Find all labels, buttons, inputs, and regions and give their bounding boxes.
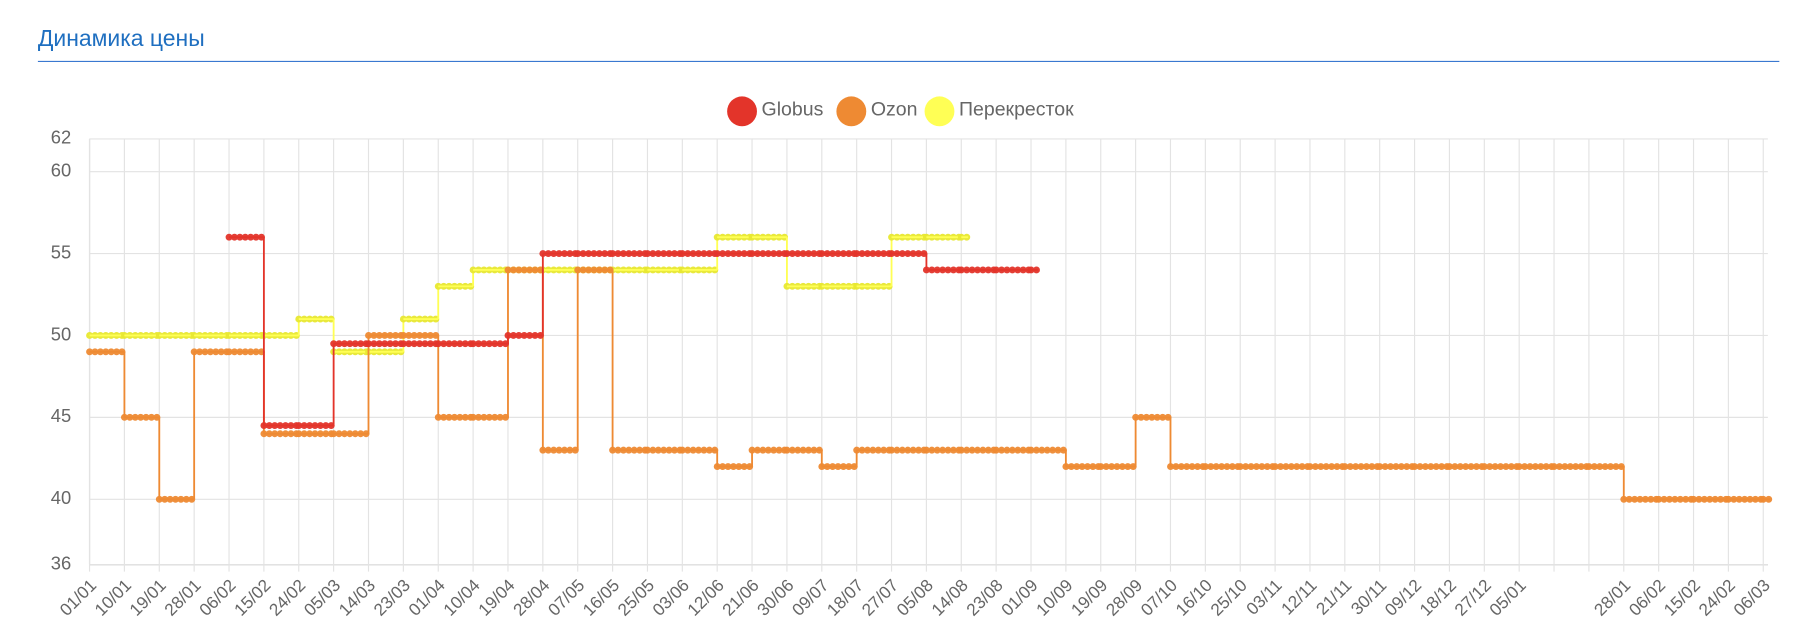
series <box>225 233 1042 430</box>
series <box>86 266 1774 503</box>
x-tick-label: 19/04 <box>474 575 519 620</box>
x-tick-label: 23/03 <box>369 575 414 620</box>
x-tick-label: 24/02 <box>265 575 310 620</box>
x-tick-label: 15/02 <box>1660 575 1705 620</box>
y-tick-label: 36 <box>51 553 71 574</box>
x-tick-label: 05/08 <box>892 575 937 620</box>
x-tick-label: 03/06 <box>648 575 693 620</box>
x-tick-label: 10/04 <box>439 575 484 620</box>
x-tick-label: 14/03 <box>335 575 380 620</box>
x-tick-label: 15/02 <box>230 575 275 620</box>
series <box>86 233 972 356</box>
x-tick-label: 30/11 <box>1347 575 1391 619</box>
x-tick-label: 05/03 <box>300 575 345 620</box>
x-tick-label: 25/05 <box>613 575 658 620</box>
legend-label: Ozon <box>871 98 918 120</box>
x-tick-label: 07/05 <box>544 575 589 620</box>
x-tick-label: 09/12 <box>1381 575 1426 620</box>
x-tick-label: 06/02 <box>195 575 240 620</box>
legend-label: Перекресток <box>959 98 1074 120</box>
x-tick-label: 10/01 <box>90 575 135 620</box>
x-tick-label: 14/08 <box>927 575 972 620</box>
x-tick-label: 28/01 <box>1590 575 1635 620</box>
x-tick-label: 03/11 <box>1242 575 1286 619</box>
x-tick-label: 27/12 <box>1450 575 1495 620</box>
x-tick-label: 07/10 <box>1137 575 1182 620</box>
x-tick-label: 06/03 <box>1729 575 1774 620</box>
x-tick-label: 12/06 <box>683 575 728 620</box>
y-tick-label: 62 <box>51 127 71 148</box>
x-tick-label: 24/02 <box>1694 575 1739 620</box>
x-tick-label: 01/04 <box>404 575 449 620</box>
x-tick-label: 18/12 <box>1415 575 1460 620</box>
x-tick-label: 01/01 <box>56 575 101 620</box>
x-tick-label: 12/11 <box>1277 575 1321 619</box>
y-tick-label: 45 <box>51 405 71 426</box>
y-tick-label: 40 <box>51 487 71 508</box>
x-tick-label: 28/01 <box>160 575 205 620</box>
x-tick-label: 01/09 <box>997 575 1042 620</box>
x-tick-label: 21/11 <box>1312 575 1356 619</box>
legend-marker <box>924 96 955 127</box>
x-tick-label: 28/09 <box>1102 575 1147 620</box>
x-tick-label: 28/04 <box>509 575 554 620</box>
x-tick-label: 30/06 <box>753 575 798 620</box>
x-tick-label: 18/07 <box>823 575 868 620</box>
x-tick-label: 16/05 <box>579 575 624 620</box>
x-tick-label: 27/07 <box>858 575 903 620</box>
x-tick-label: 19/09 <box>1067 575 1112 620</box>
legend-label: Globus <box>762 98 824 120</box>
y-tick-label: 60 <box>51 160 71 181</box>
x-tick-label: 25/10 <box>1206 575 1251 620</box>
x-tick-label: 16/10 <box>1171 575 1216 620</box>
x-tick-label: 21/06 <box>718 575 763 620</box>
x-tick-label: 05/01 <box>1485 575 1530 620</box>
x-tick-label: 10/09 <box>1032 575 1077 620</box>
y-tick-label: 55 <box>51 241 71 262</box>
x-tick-label: 06/02 <box>1625 575 1670 620</box>
legend-marker <box>727 96 757 127</box>
x-tick-label: 23/08 <box>962 575 1007 620</box>
chart-title: Динамика цены <box>38 25 205 51</box>
legend-marker <box>836 96 867 127</box>
x-tick-label: 09/07 <box>788 575 833 620</box>
x-tick-label: 19/01 <box>125 575 170 620</box>
y-tick-label: 50 <box>51 323 71 344</box>
